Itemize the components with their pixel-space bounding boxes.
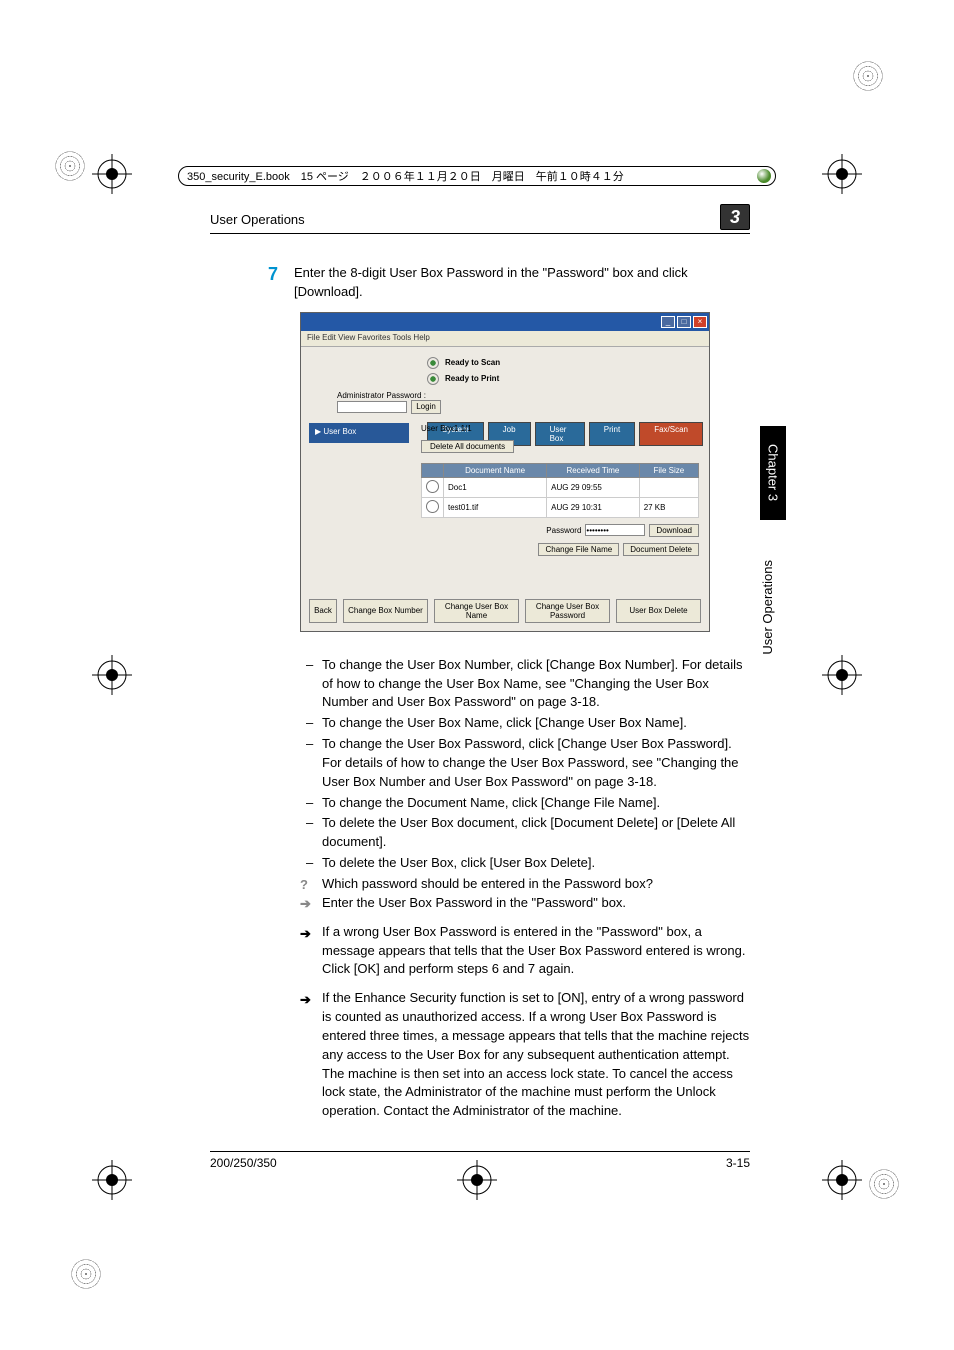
- documents-table: Document Name Received Time File Size Do…: [421, 463, 699, 518]
- qa-answer: ➔ Enter the User Box Password in the "Pa…: [300, 894, 750, 913]
- row-radio[interactable]: [426, 480, 439, 493]
- printer-icon: [427, 357, 439, 369]
- list-item: To delete the User Box, click [User Box …: [300, 854, 750, 873]
- cell-size: [639, 477, 698, 497]
- cell-time: AUG 29 10:31: [547, 497, 640, 517]
- arrow-icon: ➔: [300, 991, 311, 1010]
- note-text: If the Enhance Security function is set …: [322, 990, 749, 1118]
- running-header: 350_security_E.book 15 ページ ２００６年１１月２０日 月…: [178, 166, 776, 186]
- chapter-badge: 3: [720, 204, 750, 230]
- reg-mark: [846, 54, 890, 98]
- arrow-icon: ➔: [300, 925, 311, 944]
- section-title: User Operations: [210, 212, 305, 227]
- step-number: 7: [210, 264, 294, 302]
- list-item: To change the User Box Name, click [Chan…: [300, 714, 750, 733]
- userbox-caption: User Box1 1/1: [421, 421, 699, 436]
- crop-mark: [92, 1160, 132, 1200]
- cell-size: 27 KB: [639, 497, 698, 517]
- footer-model: 200/250/350: [210, 1156, 277, 1170]
- sidebar-item-userbox[interactable]: ▶ User Box: [309, 423, 409, 443]
- col-docname: Document Name: [444, 463, 547, 477]
- document-delete-button[interactable]: Document Delete: [623, 543, 699, 556]
- admin-password-input[interactable]: [337, 401, 407, 413]
- download-button[interactable]: Download: [649, 524, 699, 537]
- delete-all-button[interactable]: Delete All documents: [421, 440, 514, 453]
- col-time: Received Time: [547, 463, 640, 477]
- password-input[interactable]: [585, 524, 645, 536]
- list-item: To change the User Box Password, click […: [300, 735, 750, 792]
- reg-mark: [48, 144, 92, 188]
- cell-time: AUG 29 09:55: [547, 477, 640, 497]
- change-userbox-password-button[interactable]: Change User Box Password: [525, 599, 610, 623]
- step-text: Enter the 8-digit User Box Password in t…: [294, 264, 750, 302]
- side-chapter-tab: Chapter 3: [760, 426, 786, 520]
- window-titlebar: _ □ ×: [301, 313, 709, 331]
- minimize-icon[interactable]: _: [661, 316, 675, 328]
- change-box-number-button[interactable]: Change Box Number: [343, 599, 428, 623]
- back-button[interactable]: Back: [309, 599, 337, 623]
- qa-question-text: Which password should be entered in the …: [322, 876, 653, 891]
- list-item: To change the User Box Number, click [Ch…: [300, 656, 750, 713]
- runner-dot-icon: [757, 169, 771, 183]
- table-row[interactable]: Doc1 AUG 29 09:55: [422, 477, 699, 497]
- userbox-delete-button[interactable]: User Box Delete: [616, 599, 701, 623]
- step: 7 Enter the 8-digit User Box Password in…: [210, 264, 750, 302]
- reg-mark: [64, 1252, 108, 1296]
- qa-question: ? Which password should be entered in th…: [300, 875, 750, 894]
- reg-mark: [862, 1162, 906, 1206]
- maximize-icon[interactable]: □: [677, 316, 691, 328]
- col-radio: [422, 463, 444, 477]
- arrow-icon: ➔: [300, 895, 316, 911]
- footer-page: 3-15: [726, 1156, 750, 1170]
- cell-name: Doc1: [444, 477, 547, 497]
- list-item: To change the Document Name, click [Chan…: [300, 794, 750, 813]
- crop-mark: [92, 154, 132, 194]
- list-item: To delete the User Box document, click […: [300, 814, 750, 852]
- crop-mark: [822, 154, 862, 194]
- printer-icon: [427, 373, 439, 385]
- bullet-list: To change the User Box Number, click [Ch…: [300, 656, 750, 873]
- status-scan: Ready to Scan: [445, 358, 500, 367]
- admin-password-label: Administrator Password :: [337, 391, 426, 400]
- page-header: User Operations 3: [210, 208, 750, 234]
- crop-mark: [822, 1160, 862, 1200]
- running-header-text: 350_security_E.book 15 ページ ２００６年１１月２０日 月…: [187, 168, 624, 184]
- question-icon: ?: [300, 876, 316, 892]
- status-print: Ready to Print: [445, 374, 499, 383]
- browser-menu[interactable]: File Edit View Favorites Tools Help: [301, 331, 709, 347]
- crop-mark: [92, 655, 132, 695]
- note-2: ➔ If the Enhance Security function is se…: [300, 989, 750, 1121]
- qa-answer-text: Enter the User Box Password in the "Pass…: [322, 895, 626, 910]
- col-size: File Size: [639, 463, 698, 477]
- cell-name: test01.tif: [444, 497, 547, 517]
- page-footer: 200/250/350 3-15: [210, 1151, 750, 1170]
- close-icon[interactable]: ×: [693, 316, 707, 328]
- crop-mark: [822, 655, 862, 695]
- embedded-screenshot: _ □ × File Edit View Favorites Tools Hel…: [300, 312, 710, 632]
- change-filename-button[interactable]: Change File Name: [538, 543, 619, 556]
- change-userbox-name-button[interactable]: Change User Box Name: [434, 599, 519, 623]
- password-label: Password: [546, 526, 581, 535]
- side-section-label: User Operations: [760, 560, 775, 655]
- table-row[interactable]: test01.tif AUG 29 10:31 27 KB: [422, 497, 699, 517]
- note-text: If a wrong User Box Password is entered …: [322, 924, 745, 977]
- note-1: ➔ If a wrong User Box Password is entere…: [300, 923, 750, 980]
- row-radio[interactable]: [426, 500, 439, 513]
- login-button[interactable]: Login: [411, 400, 441, 414]
